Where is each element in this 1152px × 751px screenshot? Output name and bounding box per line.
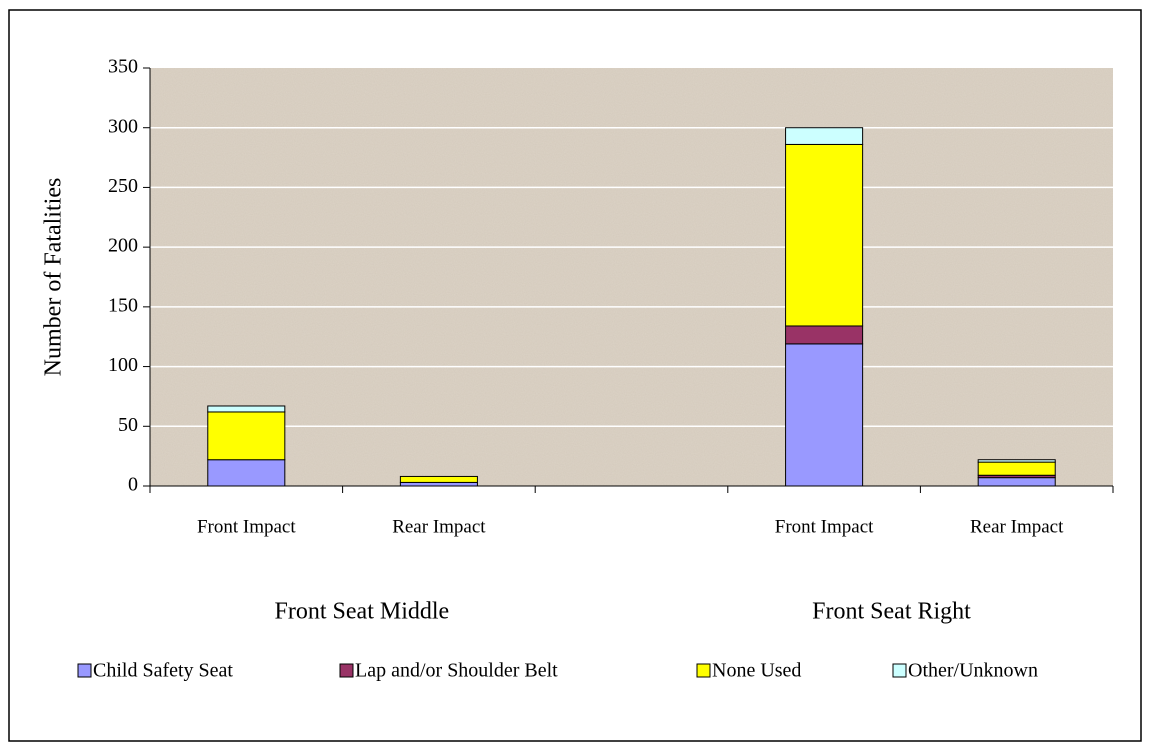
bar-segment — [977, 477, 1056, 487]
bar-segment — [785, 325, 864, 345]
y-tick-label: 300 — [108, 115, 138, 137]
bar-segment — [785, 127, 864, 145]
bar-segment — [399, 475, 478, 483]
x-tick-label: Rear Impact — [970, 516, 1064, 537]
bar-segment — [207, 405, 286, 413]
group-label: Front Seat Right — [812, 599, 971, 625]
y-tick-label: 0 — [128, 474, 138, 496]
y-tick-label: 200 — [108, 235, 138, 257]
y-tick-label: 350 — [108, 56, 138, 78]
bar-segment — [207, 459, 286, 487]
x-tick-label: Front Impact — [197, 516, 296, 537]
y-tick-label: 250 — [108, 175, 138, 197]
x-tick-label: Rear Impact — [392, 516, 486, 537]
y-tick-label: 50 — [118, 414, 138, 436]
bar-segment — [399, 481, 478, 487]
group-label: Front Seat Middle — [275, 599, 450, 625]
y-tick-label: 150 — [108, 294, 138, 316]
legend-label: Child Safety Seat — [93, 660, 233, 682]
plot-texture — [150, 68, 1113, 486]
legend-label: Other/Unknown — [908, 660, 1038, 682]
bar-segment — [207, 411, 286, 461]
legend-swatch — [696, 663, 711, 678]
legend-swatch — [339, 663, 354, 678]
bar-segment — [977, 459, 1056, 463]
legend-swatch — [77, 663, 92, 678]
bar-segment — [977, 461, 1056, 476]
legend-label: Lap and/or Shoulder Belt — [355, 660, 558, 682]
bar-segment — [785, 143, 864, 327]
x-tick-label: Front Impact — [775, 516, 874, 537]
bar-segment — [785, 343, 864, 487]
y-axis-label: Number of Fatalities — [41, 178, 67, 377]
legend-label: None Used — [712, 660, 801, 682]
legend-swatch — [892, 663, 907, 678]
y-tick-label: 100 — [108, 354, 138, 376]
